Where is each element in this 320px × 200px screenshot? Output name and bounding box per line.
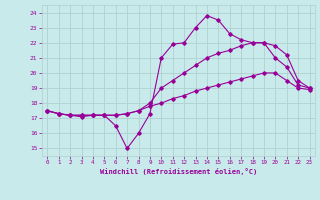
X-axis label: Windchill (Refroidissement éolien,°C): Windchill (Refroidissement éolien,°C) [100, 168, 257, 175]
